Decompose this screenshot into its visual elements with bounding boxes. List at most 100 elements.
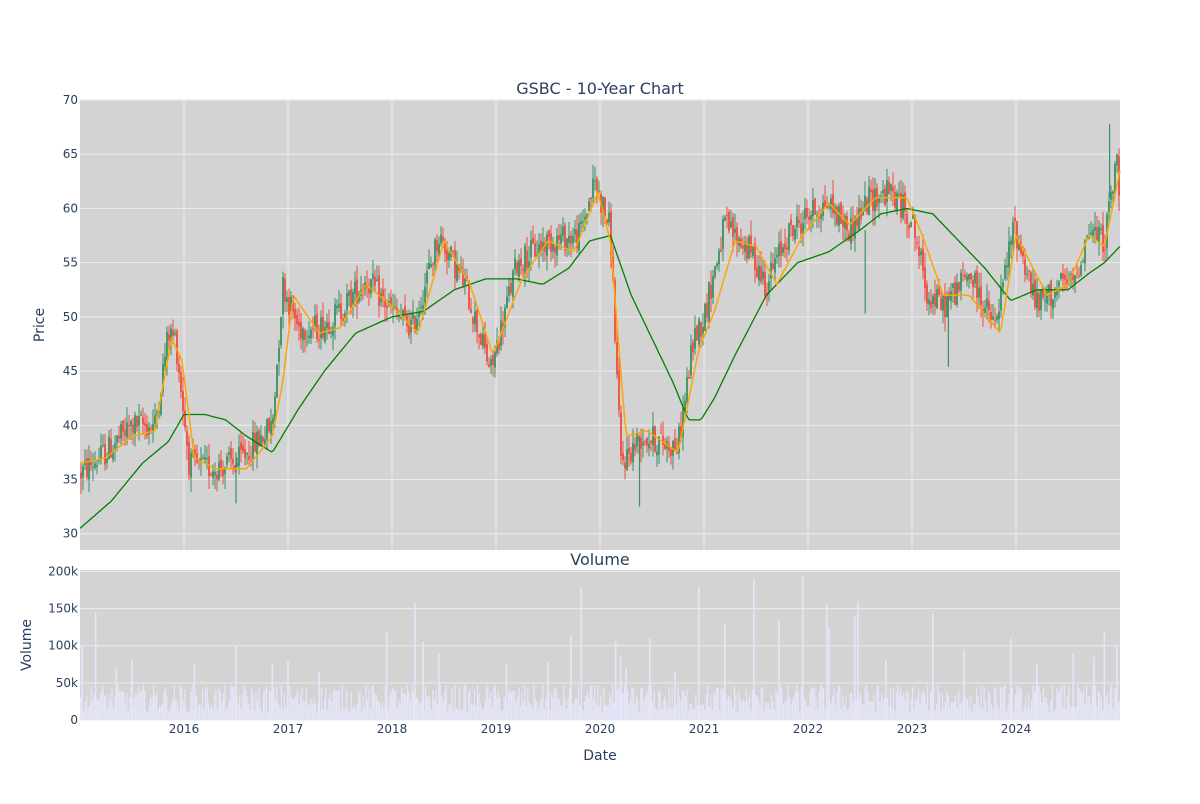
volume-bar (307, 703, 309, 720)
volume-bar (334, 690, 336, 720)
candle-body (790, 219, 792, 226)
candle-body (90, 461, 92, 466)
candle-body (514, 258, 516, 270)
volume-bar (352, 707, 354, 720)
volume-bar (775, 689, 777, 720)
volume-bar (708, 706, 710, 720)
volume-bar (1020, 688, 1022, 720)
candle-body (292, 299, 294, 312)
candle-body (418, 312, 420, 318)
volume-bar (135, 693, 137, 720)
volume-bar (797, 691, 799, 720)
candle-body (1102, 224, 1104, 253)
candle-body (196, 453, 198, 463)
candle-body (886, 180, 888, 203)
volume-bar (579, 705, 581, 720)
volume-bar (1069, 704, 1071, 720)
candle-body (980, 286, 982, 305)
volume-bar (133, 698, 135, 720)
volume-bar (337, 691, 339, 720)
volume-bar (1066, 696, 1068, 720)
volume-bar (395, 690, 397, 720)
date-x-tick-label: 2017 (273, 722, 304, 736)
candle-body (722, 219, 724, 249)
volume-bar (145, 710, 147, 720)
candle-body (996, 316, 998, 320)
candle-body (1052, 299, 1054, 309)
candle-body (506, 296, 508, 309)
candle-body (174, 332, 176, 335)
candle-body (924, 267, 926, 289)
candle-body (698, 319, 700, 345)
candle-body (398, 316, 400, 318)
volume-bar (344, 707, 346, 720)
volume-bar (114, 696, 116, 720)
price-chart-title: GSBC - 10-Year Chart (516, 79, 684, 98)
volume-bar (895, 692, 897, 720)
volume-bar (589, 685, 591, 720)
candle-body (250, 459, 252, 461)
candle-body (1062, 273, 1064, 279)
volume-bar (1041, 702, 1043, 720)
candle-body (814, 198, 816, 215)
candle-body (228, 452, 230, 455)
candle-body (522, 268, 524, 271)
volume-bar (441, 695, 443, 720)
volume-bar (109, 701, 112, 720)
volume-bar (744, 701, 746, 720)
volume-bar (188, 710, 190, 720)
volume-bar (1004, 685, 1006, 720)
volume-bar (291, 697, 293, 720)
candle-body (430, 263, 432, 268)
volume-bar (301, 687, 303, 720)
volume-bar (916, 698, 918, 720)
volume-bar (836, 691, 838, 720)
volume-bar (1106, 693, 1108, 720)
volume-bar (811, 688, 813, 720)
volume-bar (894, 711, 896, 720)
candle-body (990, 312, 992, 320)
volume-bar (444, 690, 446, 720)
volume-bar (270, 691, 272, 720)
candle-body (560, 234, 562, 244)
volume-bar (713, 692, 715, 720)
volume-bar (949, 707, 951, 720)
volume-bar (992, 708, 994, 720)
volume-bar (500, 709, 502, 720)
candle-body (374, 276, 376, 286)
volume-bar (1118, 701, 1120, 720)
candle-body (664, 442, 666, 450)
volume-bar (99, 694, 101, 720)
candle-body (932, 295, 934, 305)
volume-bar (542, 684, 544, 720)
candle-body (402, 310, 404, 316)
volume-bar (92, 701, 94, 720)
candle-body (484, 334, 486, 348)
candle-body (144, 423, 146, 426)
volume-bar (524, 685, 526, 720)
volume-bar (476, 685, 479, 720)
volume-bar (751, 689, 753, 720)
volume-bar (282, 708, 284, 720)
date-x-tick-label: 2016 (169, 722, 200, 736)
candle-body (1082, 261, 1084, 263)
candle-body (1048, 284, 1050, 293)
volume-bar (1011, 687, 1013, 720)
candle-body (642, 442, 644, 446)
volume-bar (222, 693, 224, 720)
volume-bar (280, 685, 282, 720)
volume-bar (1014, 694, 1016, 720)
volume-bar (689, 703, 691, 720)
volume-bar (1087, 697, 1089, 720)
volume-bar (1044, 697, 1046, 720)
volume-bar (907, 692, 909, 720)
volume-bar (228, 699, 230, 720)
volume-bar (283, 694, 285, 720)
volume-bar (935, 703, 938, 720)
volume-bar (732, 707, 734, 720)
volume-bar (793, 696, 795, 720)
volume-bar (784, 702, 786, 720)
candle-body (656, 451, 658, 456)
volume-bar (771, 695, 773, 720)
candle-body (1076, 273, 1078, 275)
